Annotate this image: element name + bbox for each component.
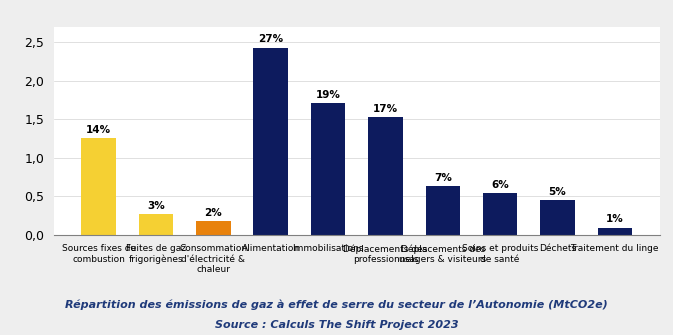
Text: 1%: 1%: [606, 214, 624, 224]
Bar: [81, 138, 116, 234]
Text: 14%: 14%: [86, 125, 111, 135]
Bar: [196, 221, 230, 234]
Text: 19%: 19%: [316, 90, 341, 100]
Bar: [139, 214, 173, 234]
Text: 3%: 3%: [147, 201, 165, 211]
Bar: [540, 200, 575, 234]
Bar: [311, 103, 345, 234]
Text: 7%: 7%: [434, 173, 452, 183]
Bar: [598, 227, 632, 234]
Bar: [254, 48, 288, 234]
Text: 2%: 2%: [205, 208, 222, 217]
Text: 27%: 27%: [258, 35, 283, 45]
Text: 5%: 5%: [548, 187, 566, 197]
Bar: [368, 117, 402, 234]
Text: Source : Calculs The Shift Project 2023: Source : Calculs The Shift Project 2023: [215, 320, 458, 330]
Bar: [425, 186, 460, 234]
Bar: [483, 193, 518, 234]
Text: 6%: 6%: [491, 180, 509, 190]
Text: Répartition des émissions de gaz à effet de serre du secteur de l’Autonomie (MtC: Répartition des émissions de gaz à effet…: [65, 299, 608, 310]
Text: 17%: 17%: [373, 104, 398, 114]
